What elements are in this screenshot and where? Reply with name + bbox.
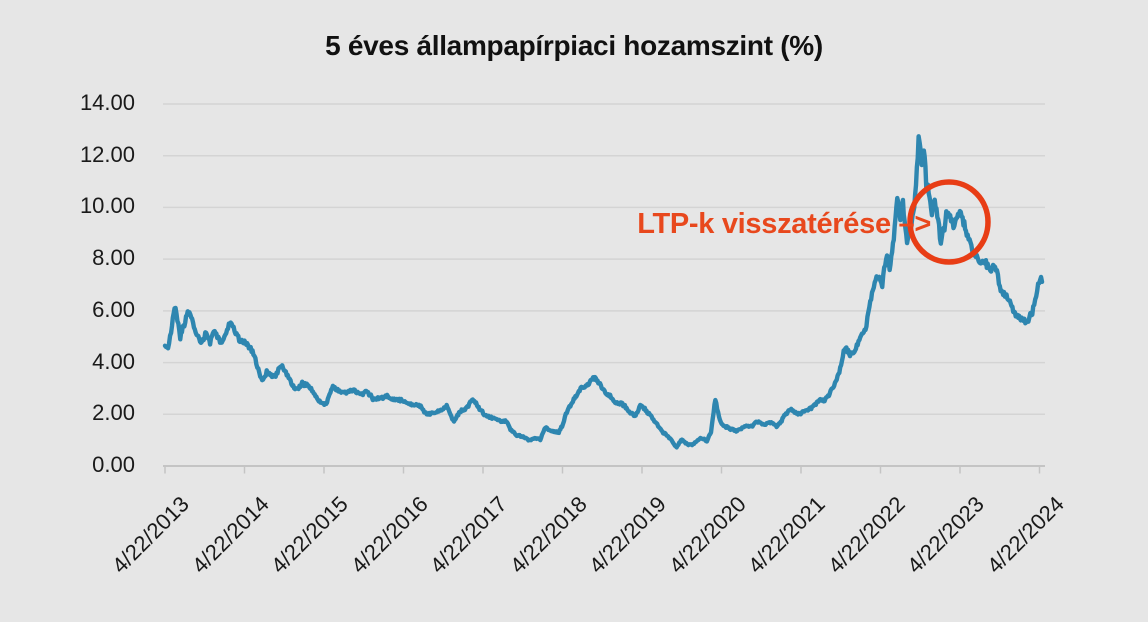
y-axis-tick-label: 0.00	[92, 452, 135, 477]
chart-title: 5 éves állampapírpiaci hozamszint (%)	[325, 30, 823, 61]
y-axis-tick-label: 8.00	[92, 245, 135, 271]
yield-line-series	[162, 134, 1045, 450]
annotation-label: LTP-k visszatérése –>	[637, 208, 931, 240]
y-axis-tick-label: 4.00	[92, 348, 135, 374]
y-axis-tick-label: 2.00	[92, 400, 135, 426]
annotation-circle	[907, 179, 991, 265]
y-axis-tick-label: 6.00	[92, 296, 135, 322]
y-axis-tick-label: 12.00	[79, 141, 135, 167]
y-axis-tick-label: 14.00	[79, 90, 135, 115]
y-axis-tick-label: 10.00	[79, 193, 135, 219]
